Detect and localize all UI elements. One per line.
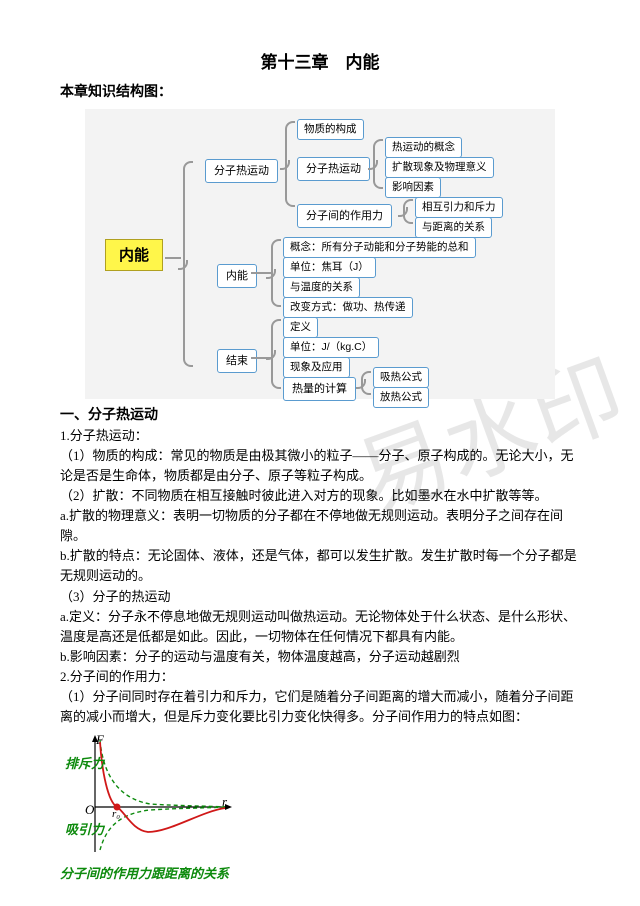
force-distance-graph: F 排斥力 吸引力 O r₀ r 分子间的作用力跟距离的关系 (60, 732, 240, 882)
diagram-node: 分子间的作用力 (297, 204, 392, 229)
diagram-hline (165, 257, 181, 259)
diagram-node: 热运动的概念 (385, 137, 462, 159)
paragraph: （1）分子间同时存在着引力和斥力，它们是随着分子间距离的增大而减小，随着分子间距… (60, 687, 580, 727)
label-repel: 排斥力 (65, 754, 104, 774)
diagram-node: 扩散现象及物理意义 (385, 157, 494, 179)
diagram-brace (183, 161, 193, 367)
diagram-node: 影响因素 (385, 177, 441, 199)
diagram-brace (285, 121, 295, 207)
diagram-node: 定义 (283, 317, 318, 339)
diagram-brace (271, 319, 281, 389)
diagram-node: 结束 (217, 349, 257, 374)
diagram-node: 与温度的关系 (283, 277, 360, 299)
diagram-brace (271, 239, 281, 307)
diagram-node: 热量的计算 (283, 377, 356, 402)
diagram-node: 物质的构成 (297, 119, 364, 141)
diagram-root: 内能 (105, 239, 163, 271)
diagram-node: 现象及应用 (283, 357, 350, 379)
knowledge-diagram: 内能分子热运动物质的构成分子热运动热运动的概念扩散现象及物理意义影响因素分子间的… (85, 109, 555, 399)
paragraph: （2）扩散：不同物质在相互接触时彼此进入对方的现象。比如墨水在水中扩散等等。 (60, 486, 580, 506)
diagram-node: 单位：J/（kg.C） (283, 337, 379, 359)
paragraph: b.扩散的特点：无论固体、液体，还是气体，都可以发生扩散。发生扩散时每一个分子都… (60, 546, 580, 586)
diagram-node: 概念：所有分子动能和分子势能的总和 (283, 237, 476, 259)
chapter-title: 第十三章 内能 (60, 50, 580, 76)
diagram-brace (373, 139, 383, 189)
paragraph: （1）物质的构成：常见的物质是由极其微小的粒子——分子、原子构成的。无论大小，无… (60, 446, 580, 486)
diagram-node: 内能 (217, 264, 257, 289)
diagram-node: 相互引力和斥力 (415, 197, 503, 219)
paragraph: 1.分子热运动： (60, 426, 580, 446)
diagram-node: 分子热运动 (297, 157, 370, 182)
graph-caption: 分子间的作用力跟距离的关系 (60, 864, 250, 884)
diagram-brace (403, 199, 413, 224)
axis-label-r: r (222, 792, 227, 812)
label-attract: 吸引力 (65, 820, 104, 840)
paragraph: b.影响因素：分子的运动与温度有关，物体温度越高，分子运动越剧烈 (60, 647, 580, 667)
axis-label-F: F (96, 730, 104, 750)
diagram-node: 放热公式 (373, 387, 429, 409)
paragraph: a.扩散的物理意义：表明一切物质的分子都在不停地做无规则运动。表明分子之间存在间… (60, 506, 580, 546)
paragraph: （3）分子的热运动 (60, 587, 580, 607)
diagram-node: 分子热运动 (205, 159, 278, 184)
diagram-node: 吸热公式 (373, 367, 429, 389)
diagram-brace (361, 371, 371, 395)
paragraph: 2.分子间的作用力： (60, 667, 580, 687)
diagram-node: 改变方式：做功、热传递 (283, 297, 413, 319)
subtitle: 本章知识结构图： (60, 82, 580, 103)
origin-label: O (85, 800, 94, 820)
diagram-node: 与距离的关系 (415, 217, 492, 239)
diagram-node: 单位：焦耳（J） (283, 257, 376, 279)
page: 第十三章 内能 本章知识结构图： 内能分子热运动物质的构成分子热运动热运动的概念… (0, 0, 640, 892)
section-heading: 一、分子热运动 (60, 405, 580, 426)
r0-label: r₀ (112, 806, 120, 823)
paragraph: a.定义：分子永不停息地做无规则运动叫做热运动。无论物体处于什么状态、是什么形状… (60, 607, 580, 647)
